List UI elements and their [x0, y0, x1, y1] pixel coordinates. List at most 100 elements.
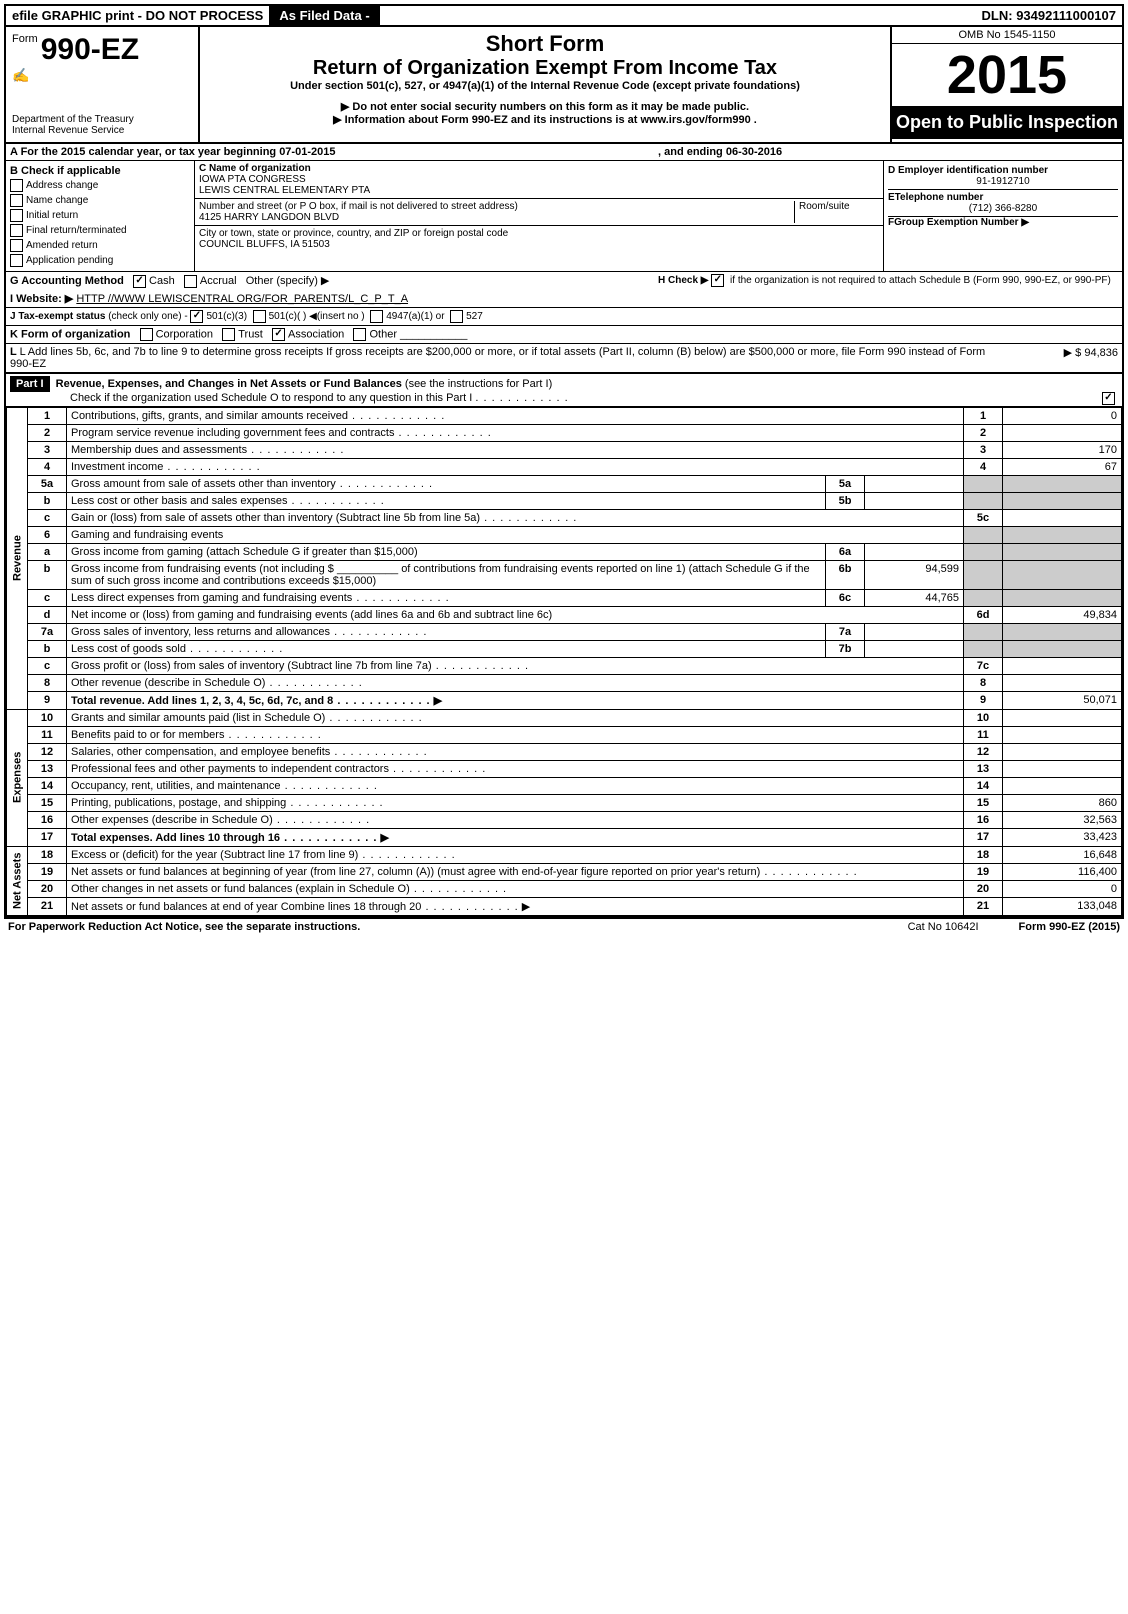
topbar-left: efile GRAPHIC print - DO NOT PROCESS	[6, 6, 269, 25]
l1-d: Contributions, gifts, grants, and simila…	[71, 410, 348, 422]
l5a-v	[865, 475, 964, 492]
l1-v: 0	[1003, 407, 1122, 424]
l5c-v	[1003, 509, 1122, 526]
header-left: Form 990-EZ ✍ Department of the Treasury…	[6, 27, 200, 142]
l6d-d: Net income or (loss) from gaming and fun…	[67, 606, 964, 623]
part-i-title: Revenue, Expenses, and Changes in Net As…	[56, 378, 402, 390]
cb-501c3[interactable]	[190, 310, 203, 323]
l5b-v	[865, 492, 964, 509]
l7a-d: Gross sales of inventory, less returns a…	[71, 626, 330, 638]
cb-4947[interactable]	[370, 310, 383, 323]
cb-corp[interactable]	[140, 328, 153, 341]
l2-v	[1003, 424, 1122, 441]
l13-d: Professional fees and other payments to …	[71, 763, 389, 775]
addr-label: Number and street (or P O box, if mail i…	[199, 201, 518, 212]
c-label: C Name of organization	[199, 163, 311, 174]
cb-assoc[interactable]	[272, 328, 285, 341]
omb-number: OMB No 1545-1150	[892, 27, 1122, 44]
b-item-1: Name change	[26, 195, 88, 206]
footer-right: Form 990-EZ (2015)	[1019, 921, 1120, 933]
line-a-begin: A For the 2015 calendar year, or tax yea…	[6, 144, 654, 160]
l6a-d: Gross income from gaming (attach Schedul…	[71, 546, 418, 558]
k-3: Other	[369, 328, 397, 340]
l4-v: 67	[1003, 458, 1122, 475]
l6b-n: 6b	[826, 560, 865, 589]
l15-d: Printing, publications, postage, and shi…	[71, 797, 286, 809]
l5b-d: Less cost or other basis and sales expen…	[71, 495, 287, 507]
l3-d: Membership dues and assessments	[71, 444, 247, 456]
l20-d: Other changes in net assets or fund bala…	[71, 883, 410, 895]
city-label: City or town, state or province, country…	[199, 228, 508, 239]
l14-d: Occupancy, rent, utilities, and maintena…	[71, 780, 281, 792]
line-g-h: G Accounting Method Cash Accrual Other (…	[6, 272, 1122, 290]
cb-amended[interactable]	[10, 239, 23, 252]
instr-line2: ▶ Information about Form 990-EZ and its …	[210, 113, 880, 126]
header-mid: Short Form Return of Organization Exempt…	[200, 27, 890, 142]
l16-d: Other expenses (describe in Schedule O)	[71, 814, 273, 826]
section-c: C Name of organization IOWA PTA CONGRESS…	[195, 161, 883, 271]
part-i-table: Revenue 1Contributions, gifts, grants, a…	[6, 407, 1122, 916]
org-info-block: B Check if applicable Address change Nam…	[6, 161, 1122, 272]
footer-left: For Paperwork Reduction Act Notice, see …	[8, 921, 360, 933]
k-1: Trust	[238, 328, 263, 340]
l-amount: ▶ $ 94,836	[994, 344, 1122, 372]
l-text: L Add lines 5b, 6c, and 7b to line 9 to …	[10, 346, 985, 370]
cb-501c[interactable]	[253, 310, 266, 323]
cb-h[interactable]	[711, 274, 724, 287]
b-item-5: Application pending	[26, 255, 113, 266]
cb-pending[interactable]	[10, 254, 23, 267]
form-header: Form 990-EZ ✍ Department of the Treasury…	[6, 27, 1122, 144]
l6c-d: Less direct expenses from gaming and fun…	[71, 592, 352, 604]
part-i-header: Part I Revenue, Expenses, and Changes in…	[6, 373, 1122, 407]
b-item-0: Address change	[26, 180, 98, 191]
l10-v	[1003, 709, 1122, 726]
g-other: Other (specify) ▶	[246, 275, 330, 287]
l21-v: 133,048	[1003, 897, 1122, 915]
cb-final-return[interactable]	[10, 224, 23, 237]
b-item-2: Initial return	[26, 210, 78, 221]
k-2: Association	[288, 328, 344, 340]
under-section: Under section 501(c), 527, or 4947(a)(1)…	[210, 80, 880, 92]
l5a-n: 5a	[826, 475, 865, 492]
l18-d: Excess or (deficit) for the year (Subtra…	[71, 849, 358, 861]
department: Department of the Treasury Internal Reve…	[12, 114, 192, 136]
l21-d: Net assets or fund balances at end of ye…	[71, 901, 421, 913]
l7b-d: Less cost of goods sold	[71, 643, 186, 655]
instr2-post: .	[754, 114, 757, 126]
l7c-v	[1003, 657, 1122, 674]
l11-v	[1003, 726, 1122, 743]
tax-year: 2015	[892, 44, 1122, 106]
cb-initial-return[interactable]	[10, 209, 23, 222]
cb-name-change[interactable]	[10, 194, 23, 207]
l8-v	[1003, 674, 1122, 691]
top-bar: efile GRAPHIC print - DO NOT PROCESS As …	[6, 6, 1122, 27]
k-0: Corporation	[156, 328, 213, 340]
l19-d: Net assets or fund balances at beginning…	[71, 866, 760, 878]
l2-d: Program service revenue including govern…	[71, 427, 394, 439]
room-suite-label: Room/suite	[794, 201, 879, 223]
netassets-label: Net Assets	[7, 846, 28, 915]
l20-v: 0	[1003, 880, 1122, 897]
l15-v: 860	[1003, 794, 1122, 811]
cb-other[interactable]	[353, 328, 366, 341]
cb-527[interactable]	[450, 310, 463, 323]
cb-accrual[interactable]	[184, 275, 197, 288]
cb-trust[interactable]	[222, 328, 235, 341]
l4-d: Investment income	[71, 461, 163, 473]
j-a: 501(c)(3)	[206, 311, 247, 322]
l6b-v: 94,599	[865, 560, 964, 589]
i-label: I Website: ▶	[10, 293, 73, 305]
j-label: J Tax-exempt status	[10, 311, 105, 322]
irs-link[interactable]: www.irs.gov/form990	[640, 114, 750, 126]
page-footer: For Paperwork Reduction Act Notice, see …	[4, 918, 1124, 935]
cb-address-change[interactable]	[10, 179, 23, 192]
cb-schedule-o[interactable]	[1102, 392, 1115, 405]
section-b: B Check if applicable Address change Nam…	[6, 161, 195, 271]
b-item-4: Amended return	[26, 240, 98, 251]
open-to-public: Open to Public Inspection	[892, 106, 1122, 139]
cb-cash[interactable]	[133, 275, 146, 288]
g-cash: Cash	[149, 275, 175, 287]
part-i-label: Part I	[10, 376, 50, 392]
l6c-n: 6c	[826, 589, 865, 606]
ein-value: 91-1912710	[888, 176, 1118, 187]
